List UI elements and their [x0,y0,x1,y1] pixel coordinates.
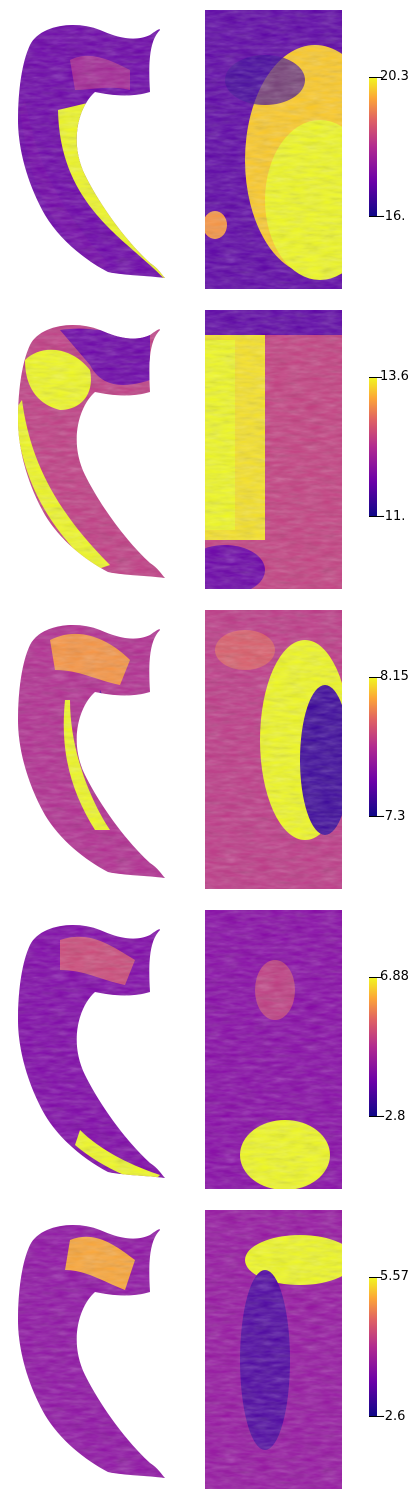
colorbar [369,1277,377,1417]
surface-render [18,925,165,1178]
colorbar-tick [369,77,382,78]
colorbar-tick [369,977,382,978]
colorbar-tick [369,816,382,817]
colorbar-min-label: -11. [380,510,406,524]
colorbar-min-label: -2.8 [380,1110,406,1124]
colorbar-max-label: 8.15 [380,670,409,684]
colorbar [369,377,377,517]
colorbar-max-label: 5.57 [380,1270,409,1284]
colorbar-min-label: -2.6 [380,1410,406,1424]
surface-render [18,25,165,278]
flatmap-render [205,610,342,889]
panel-1: 20.3 -16. [0,0,410,300]
flatmap-render [205,910,342,1189]
colorbar-tick [369,1116,382,1117]
colorbar-tick [369,216,382,217]
panel-5: 5.57 -2.6 [0,1200,410,1500]
colorbar [369,977,377,1117]
surface-render [18,1225,165,1478]
flatmap-render [205,1210,342,1489]
colorbar-tick [369,1416,382,1417]
surface-render [18,325,165,578]
flatmap-render [205,10,342,289]
panel-4: 6.88 -2.8 [0,900,410,1200]
colorbar-max-label: 20.3 [380,70,409,84]
colorbar-tick [369,677,382,678]
colorbar-min-label: -16. [380,210,406,224]
colorbar [369,77,377,217]
colorbar-max-label: 6.88 [380,970,409,984]
colorbar-tick [369,1277,382,1278]
surface-render [18,625,165,878]
colorbar-tick [369,377,382,378]
colorbar-min-label: -7.3 [380,810,406,824]
colorbar-max-label: 13.6 [380,370,409,384]
colorbar [369,677,377,817]
panel-2: 13.6 -11. [0,300,410,600]
panel-3: 8.15 -7.3 [0,600,410,900]
flatmap-render [205,310,342,589]
colorbar-tick [369,516,382,517]
